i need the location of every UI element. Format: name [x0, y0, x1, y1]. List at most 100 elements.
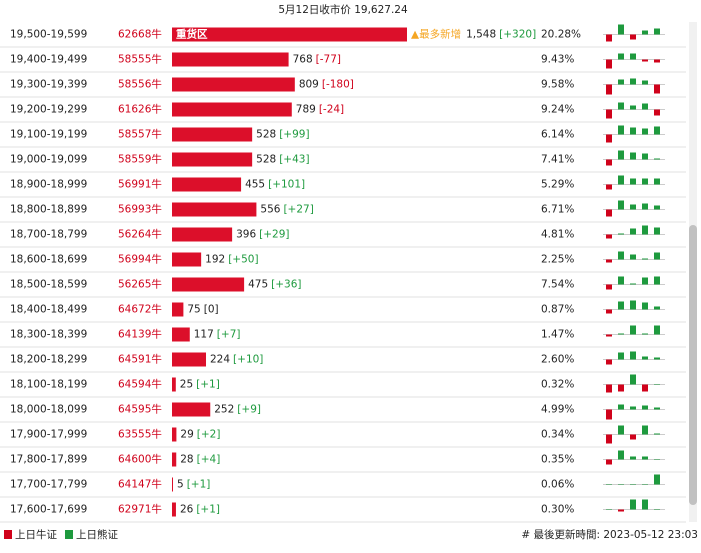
scrollbar-thumb[interactable]	[689, 225, 697, 505]
trend-bar	[642, 153, 648, 160]
code[interactable]: 64595牛	[118, 403, 162, 416]
code[interactable]: 64594牛	[118, 378, 162, 391]
change: [+101]	[268, 179, 305, 191]
range: 18,300-18,399	[10, 329, 87, 341]
count: 475	[248, 279, 268, 291]
count: 117	[194, 329, 214, 341]
code[interactable]: 56994牛	[118, 253, 162, 266]
trend-bar	[618, 24, 624, 35]
trend-bar	[642, 225, 648, 235]
range: 18,100-18,199	[10, 379, 87, 391]
count: 75	[187, 304, 200, 316]
trend-bar	[642, 277, 648, 285]
code[interactable]: 63555牛	[118, 428, 162, 441]
legend-bear: 上日熊证	[76, 528, 118, 541]
change: [0]	[204, 304, 219, 316]
range: 19,200-19,299	[10, 104, 87, 116]
change: [+29]	[259, 229, 289, 241]
code[interactable]: 56993牛	[118, 203, 162, 216]
trend-bar	[618, 425, 624, 435]
count-bar	[172, 402, 211, 417]
trend-bar	[618, 276, 624, 285]
range: 19,000-19,099	[10, 154, 87, 166]
trend-bar	[642, 80, 648, 85]
trend-bar	[642, 384, 648, 392]
trend-bar	[630, 53, 636, 60]
count-bar	[172, 77, 295, 92]
count-bar	[172, 302, 184, 317]
trend-bar	[642, 425, 648, 435]
code[interactable]: 62971牛	[118, 503, 162, 516]
trend-bar	[654, 433, 660, 435]
change: [+50]	[228, 254, 258, 266]
trend-bar	[642, 128, 648, 135]
hot-note: ▲最多新增	[411, 28, 461, 41]
code[interactable]: 56265牛	[118, 278, 162, 291]
trend-bar	[606, 259, 612, 263]
trend-bar	[654, 325, 660, 335]
count: 192	[205, 254, 225, 266]
trend-bar	[654, 276, 660, 285]
code[interactable]: 64591牛	[118, 353, 162, 366]
count: 25	[180, 379, 193, 391]
code[interactable]: 58556牛	[118, 78, 162, 91]
trend-bar	[606, 459, 612, 465]
range: 17,600-17,699	[10, 504, 87, 516]
count-bar	[172, 177, 242, 192]
trend-bar	[606, 134, 612, 143]
trend-bar	[654, 252, 660, 260]
count-bar	[172, 327, 190, 342]
change: [+1]	[196, 379, 220, 391]
trend-bar	[630, 283, 636, 285]
trend-bar	[618, 301, 624, 310]
range: 19,500-19,599	[10, 29, 87, 41]
count-bar	[172, 27, 407, 42]
trend-bar	[618, 450, 624, 460]
code[interactable]: 58555牛	[118, 53, 162, 66]
percent: 0.06%	[541, 479, 574, 491]
count: 789	[296, 104, 316, 116]
code[interactable]: 58559牛	[118, 153, 162, 166]
trend-bar	[618, 200, 624, 210]
trend-bar	[618, 333, 624, 335]
code[interactable]: 64147牛	[118, 478, 162, 491]
code[interactable]: 56264牛	[118, 228, 162, 241]
header-title: 5月12日收市价 19,627.24	[278, 3, 408, 16]
count-bar	[172, 127, 253, 142]
trend-bar	[630, 484, 636, 485]
trend-bar	[630, 456, 636, 460]
trend-bar	[630, 300, 636, 310]
trend-bar	[654, 357, 660, 360]
change: [-180]	[322, 79, 354, 91]
trend-bar	[654, 227, 660, 235]
code[interactable]: 62668牛	[118, 28, 162, 41]
percent: 20.28%	[541, 29, 581, 41]
trend-bar	[618, 150, 624, 160]
trend-bar	[606, 509, 612, 510]
trend-bar	[606, 334, 612, 337]
trend-bar	[606, 234, 612, 239]
trend-bar	[642, 499, 648, 510]
code[interactable]: 64672牛	[118, 303, 162, 316]
change: [+36]	[271, 279, 301, 291]
code[interactable]: 61626牛	[118, 103, 162, 116]
trend-bar	[630, 204, 636, 210]
trend-bar	[654, 509, 660, 510]
range: 19,300-19,399	[10, 79, 87, 91]
range: 19,400-19,499	[10, 54, 87, 66]
count: 809	[299, 79, 319, 91]
range: 18,500-18,599	[10, 279, 87, 291]
change: [+4]	[197, 454, 221, 466]
trend-bar	[654, 109, 660, 116]
count: 556	[260, 204, 280, 216]
code[interactable]: 64600牛	[118, 453, 162, 466]
count: 455	[245, 179, 265, 191]
percent: 7.54%	[541, 279, 574, 291]
code[interactable]: 56991牛	[118, 178, 162, 191]
code[interactable]: 64139牛	[118, 328, 162, 341]
trend-bar	[606, 359, 612, 365]
trend-bar	[618, 175, 624, 185]
code[interactable]: 58557牛	[118, 128, 162, 141]
hot-label: 重货区	[176, 28, 208, 41]
change: [+43]	[279, 154, 309, 166]
